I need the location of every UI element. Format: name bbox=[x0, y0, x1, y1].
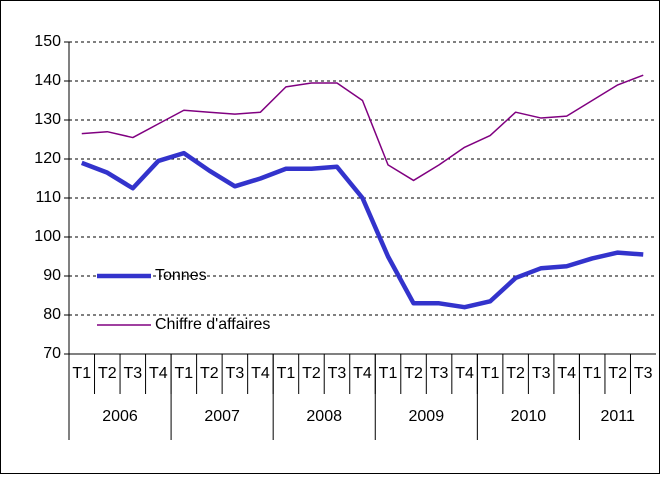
y-tick-label: 100 bbox=[34, 228, 61, 245]
x-tick-label: T3 bbox=[123, 365, 142, 382]
x-tick-label: T1 bbox=[175, 365, 194, 382]
x-tick-label: T2 bbox=[506, 365, 525, 382]
x-tick-label: T1 bbox=[277, 365, 296, 382]
x-tick-label: T3 bbox=[634, 365, 653, 382]
x-tick-label: T4 bbox=[353, 365, 372, 382]
y-tick-label: 110 bbox=[35, 189, 61, 206]
y-tick-label: 80 bbox=[43, 306, 61, 323]
y-tick-label: 130 bbox=[34, 111, 61, 128]
x-group-label: 2007 bbox=[204, 408, 240, 425]
x-tick-label: T1 bbox=[379, 365, 398, 382]
x-tick-label: T4 bbox=[149, 365, 168, 382]
x-tick-label: T4 bbox=[455, 365, 474, 382]
line-series bbox=[80, 150, 644, 310]
y-tick-label: 120 bbox=[34, 150, 61, 167]
x-tick-label: T4 bbox=[557, 365, 576, 382]
x-tick-label: T1 bbox=[481, 365, 500, 382]
x-tick-label: T3 bbox=[328, 365, 347, 382]
y-tick-label: 90 bbox=[43, 267, 61, 284]
x-group-label: 2011 bbox=[601, 408, 636, 425]
x-tick-label: T2 bbox=[608, 365, 627, 382]
y-tick-label: 150 bbox=[34, 33, 61, 50]
x-tick-label: T3 bbox=[430, 365, 449, 382]
x-tick-label: T2 bbox=[404, 365, 423, 382]
x-group-label: 2009 bbox=[409, 408, 445, 425]
legend-label: Chiffre d'affaires bbox=[155, 316, 270, 333]
y-tick-label: 70 bbox=[43, 345, 61, 362]
y-tick-label: 140 bbox=[34, 72, 61, 89]
x-tick-label: T2 bbox=[302, 365, 321, 382]
x-tick-label: T2 bbox=[98, 365, 117, 382]
legend-label: Tonnes bbox=[155, 267, 207, 284]
x-group-label: 2008 bbox=[306, 408, 342, 425]
x-group-label: 2006 bbox=[102, 408, 138, 425]
x-group-label: 2010 bbox=[511, 408, 547, 425]
x-tick-label: T1 bbox=[583, 365, 602, 382]
x-tick-label: T2 bbox=[200, 365, 219, 382]
x-tick-label: T3 bbox=[532, 365, 551, 382]
x-tick-label: T3 bbox=[226, 365, 245, 382]
line-series bbox=[81, 74, 644, 182]
x-tick-label: T1 bbox=[72, 365, 91, 382]
x-tick-label: T4 bbox=[251, 365, 270, 382]
